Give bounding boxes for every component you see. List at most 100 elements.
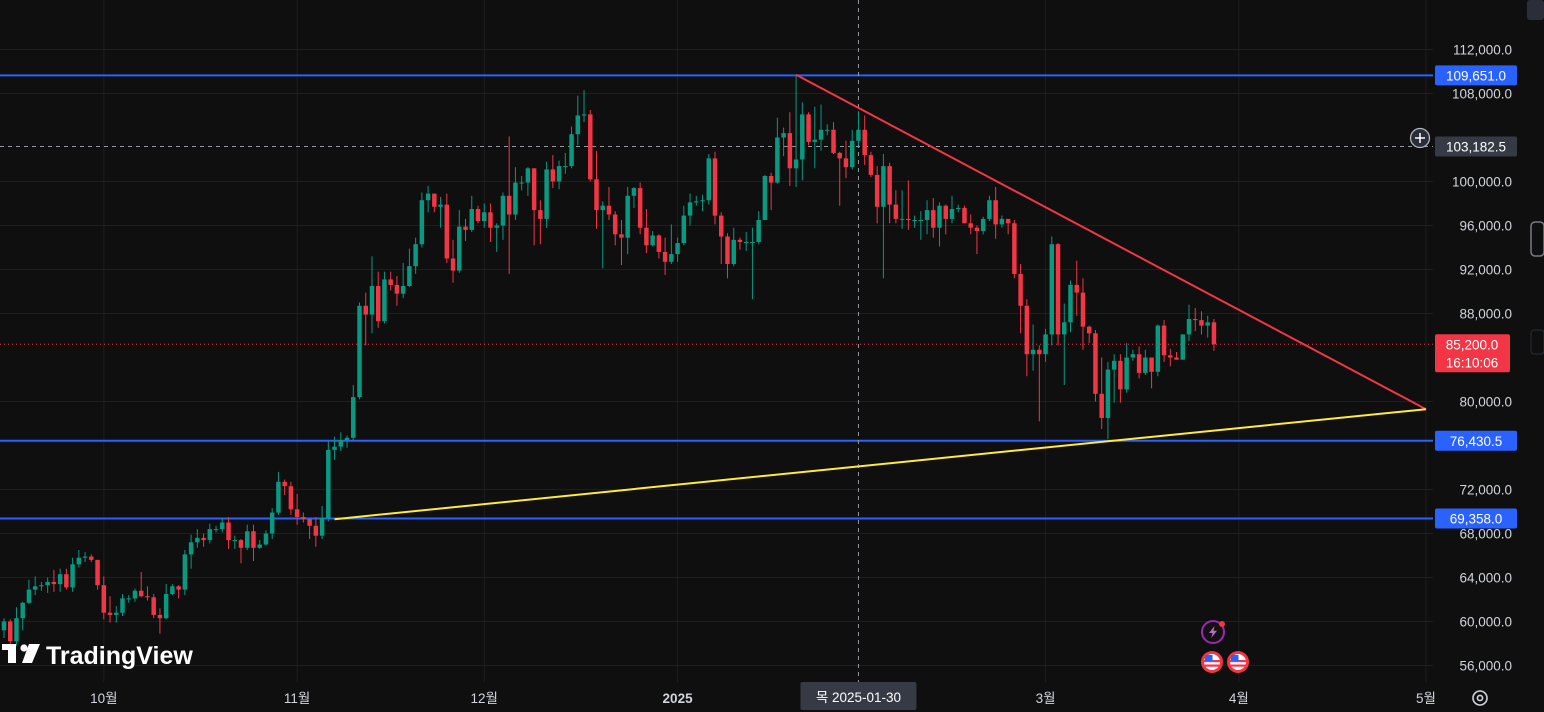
candle: [912, 215, 917, 228]
candle: [768, 172, 774, 211]
candle-body: [931, 210, 936, 228]
candle: [556, 160, 562, 190]
candle: [943, 204, 949, 235]
candle-body: [600, 205, 605, 211]
price-tick-label: 80,000.0: [1459, 395, 1512, 410]
candle: [388, 271, 393, 291]
candle: [481, 203, 487, 228]
trendline[interactable]: [334, 408, 1427, 521]
candle-body: [481, 212, 487, 222]
candle: [1043, 328, 1048, 362]
level-price-tag-text: 109,651.0: [1446, 68, 1506, 83]
settings-gear-icon[interactable]: [1472, 690, 1488, 706]
candle-body: [463, 226, 468, 230]
candle-body: [363, 305, 368, 315]
candle-body: [519, 182, 524, 184]
candle-body: [488, 212, 493, 228]
candle: [1005, 218, 1011, 235]
candle: [64, 568, 69, 590]
candle: [413, 237, 418, 274]
candle-body: [201, 537, 206, 541]
candle-body: [457, 226, 462, 271]
price-axis-tags: 109,651.0 76,430.5 69,358.0 103,182.5 85,200…: [1435, 65, 1517, 529]
add-alert-plus-icon[interactable]: [1409, 127, 1431, 149]
candle-body: [369, 286, 375, 315]
candle-body: [114, 612, 119, 615]
candle: [718, 212, 724, 264]
us-flag-event-icon[interactable]: [1201, 651, 1223, 673]
tradingview-logo[interactable]: TradingView: [2, 642, 193, 670]
price-tick-label: 56,000.0: [1459, 659, 1512, 674]
time-tick-label: 4월: [1229, 691, 1249, 706]
candle: [550, 155, 556, 189]
candle: [394, 276, 400, 306]
candle-body: [712, 158, 718, 216]
candle-body: [425, 193, 431, 201]
side-panel-button[interactable]: [1530, 221, 1544, 257]
candle: [126, 595, 131, 603]
candle: [89, 554, 94, 563]
candle-body: [294, 509, 300, 517]
candle: [955, 204, 961, 213]
candle: [887, 162, 892, 224]
candle: [999, 215, 1005, 228]
candle: [282, 479, 287, 495]
candle-body: [874, 174, 880, 207]
candle: [1024, 299, 1030, 377]
candle: [220, 518, 225, 533]
time-axis-ticks: 10월 11월 12월 2025 3월 4월 5월: [90, 691, 1436, 706]
candle: [319, 506, 325, 539]
candle: [276, 471, 281, 515]
candle: [787, 112, 793, 186]
candle: [1086, 325, 1092, 344]
candle-body: [569, 134, 574, 167]
level-price-tag-text: 76,430.5: [1450, 434, 1503, 449]
candle-body: [575, 115, 581, 135]
candle-body: [319, 518, 325, 536]
candle-body: [244, 531, 250, 548]
candle: [906, 180, 911, 230]
candle-body: [918, 220, 924, 221]
candle: [326, 441, 331, 522]
candle-body: [494, 225, 499, 228]
last-price-value: 85,200.0: [1446, 337, 1499, 352]
last-price-tag: 85,200.0 16:10:06: [1435, 334, 1510, 373]
candle: [987, 195, 992, 222]
time-axis[interactable]: [0, 682, 1544, 712]
candle-body: [812, 139, 818, 142]
candle-body: [120, 598, 125, 613]
candle: [444, 193, 450, 263]
candle: [1186, 304, 1192, 341]
trendline[interactable]: [795, 73, 1427, 411]
candle-body: [1180, 334, 1186, 360]
candle: [1012, 220, 1017, 279]
side-scroll-track[interactable]: [1530, 329, 1544, 355]
trendlines[interactable]: [334, 73, 1427, 521]
horizontal-levels[interactable]: [0, 74, 1433, 520]
candle: [257, 540, 262, 549]
candle-body: [1005, 218, 1011, 224]
candle: [1055, 243, 1061, 346]
candle: [39, 581, 44, 591]
us-flag-event-icon[interactable]: [1227, 651, 1249, 673]
candle: [1037, 345, 1042, 422]
candle: [631, 187, 637, 208]
candle-body: [400, 286, 406, 294]
candle-body: [637, 188, 643, 228]
candle-body: [101, 585, 107, 613]
lightning-event-icon[interactable]: [1201, 620, 1225, 644]
level-price-tag: 109,651.0: [1435, 65, 1517, 86]
candle-body: [170, 586, 175, 594]
candle-body: [924, 210, 930, 220]
side-handle[interactable]: [1527, 0, 1544, 20]
candle-body: [76, 557, 82, 565]
time-tick-label: 12월: [471, 691, 498, 706]
candle-body: [257, 544, 262, 548]
candle: [644, 209, 649, 253]
candle-body: [669, 254, 674, 262]
candle: [1199, 311, 1204, 335]
candle-body: [887, 166, 892, 205]
candle-body: [1012, 223, 1017, 274]
candle-body: [987, 200, 992, 219]
